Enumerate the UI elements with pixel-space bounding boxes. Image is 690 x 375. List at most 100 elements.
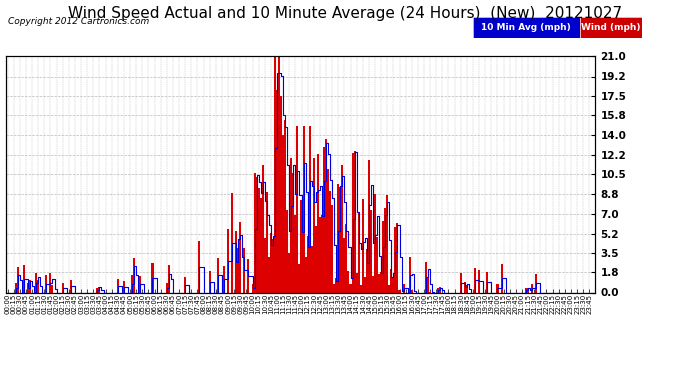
Bar — [366, 249, 368, 292]
Bar — [231, 194, 233, 292]
Bar — [290, 158, 293, 292]
Bar — [278, 56, 280, 292]
Bar — [286, 210, 288, 292]
Bar — [388, 285, 391, 292]
Bar — [262, 165, 264, 292]
Bar — [525, 288, 527, 292]
Bar — [131, 275, 133, 292]
Bar — [486, 272, 489, 292]
Bar — [370, 210, 372, 292]
Bar — [282, 135, 284, 292]
Bar — [248, 259, 250, 292]
Text: Wind Speed Actual and 10 Minute Average (24 Hours)  (New)  20121027: Wind Speed Actual and 10 Minute Average … — [68, 6, 622, 21]
Bar — [315, 226, 317, 292]
Bar — [306, 236, 308, 292]
Bar — [325, 139, 327, 292]
Bar — [350, 284, 351, 292]
Bar — [166, 283, 168, 292]
Bar — [319, 217, 321, 292]
Bar — [335, 278, 337, 292]
Bar — [364, 277, 366, 292]
Bar — [280, 96, 282, 292]
Bar — [348, 271, 350, 292]
Bar — [346, 224, 348, 292]
Bar — [14, 284, 17, 292]
Bar — [353, 151, 355, 292]
Bar — [301, 200, 302, 292]
Bar — [478, 270, 480, 292]
Bar — [317, 154, 319, 292]
Bar — [117, 279, 119, 292]
Bar — [531, 284, 533, 292]
Bar — [23, 265, 25, 292]
Bar — [397, 223, 399, 292]
Bar — [313, 158, 315, 292]
Bar — [440, 287, 442, 292]
Bar — [327, 169, 329, 292]
Bar — [527, 288, 529, 292]
Bar — [274, 56, 276, 292]
Bar — [339, 187, 342, 292]
Bar — [295, 215, 297, 292]
Bar — [284, 120, 286, 292]
Bar — [408, 258, 411, 292]
Bar — [61, 282, 63, 292]
Bar — [376, 237, 378, 292]
Bar — [474, 267, 476, 292]
Bar — [333, 284, 335, 292]
Bar — [321, 216, 323, 292]
Bar — [329, 191, 331, 292]
Bar — [411, 290, 413, 292]
Bar — [402, 285, 404, 292]
Bar — [257, 188, 259, 292]
Bar — [276, 90, 278, 292]
Bar — [253, 173, 255, 292]
Bar — [99, 286, 101, 292]
Bar — [152, 263, 153, 292]
Bar — [17, 267, 19, 292]
Bar — [259, 198, 262, 292]
Bar — [427, 277, 429, 292]
Bar — [535, 274, 538, 292]
Bar — [288, 253, 290, 292]
Bar — [393, 277, 395, 292]
Bar — [208, 271, 210, 292]
Bar — [184, 277, 186, 292]
Bar — [359, 285, 362, 292]
Bar — [380, 272, 382, 292]
Bar — [97, 288, 99, 292]
Bar — [323, 147, 325, 292]
Bar — [168, 266, 170, 292]
Bar — [460, 273, 462, 292]
Bar — [337, 184, 339, 292]
Bar — [304, 257, 306, 292]
Bar — [437, 288, 440, 292]
Bar — [133, 258, 135, 292]
Bar — [466, 285, 468, 292]
Text: Copyright 2012 Cartronics.com: Copyright 2012 Cartronics.com — [8, 17, 150, 26]
Bar — [299, 264, 301, 292]
Bar — [251, 284, 253, 292]
Bar — [199, 241, 201, 292]
Bar — [37, 280, 39, 292]
Bar — [255, 177, 257, 292]
Bar — [464, 282, 466, 292]
Bar — [500, 264, 502, 292]
Bar — [237, 248, 239, 292]
Bar — [270, 233, 272, 292]
Text: Wind (mph): Wind (mph) — [581, 22, 640, 32]
Bar — [227, 229, 229, 292]
Bar — [239, 222, 241, 292]
Bar — [331, 206, 333, 292]
Bar — [399, 290, 400, 292]
Bar — [297, 126, 299, 292]
Bar — [272, 239, 274, 292]
Bar — [355, 273, 357, 292]
Bar — [123, 281, 125, 292]
Bar — [223, 266, 225, 292]
Bar — [52, 285, 54, 292]
Bar — [235, 231, 237, 292]
Bar — [357, 213, 359, 292]
Bar — [384, 208, 386, 292]
Bar — [217, 258, 219, 292]
